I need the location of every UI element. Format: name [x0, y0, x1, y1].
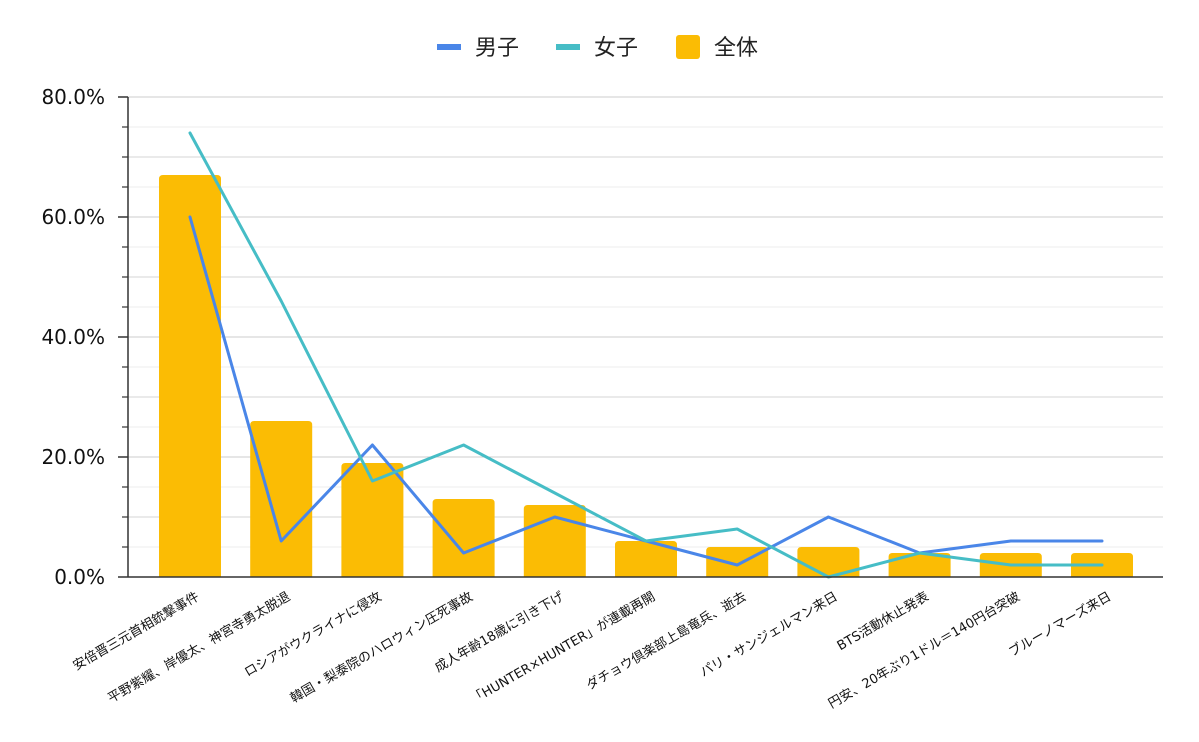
y-tick-label: 0.0%	[54, 565, 105, 589]
y-tick-label: 20.0%	[41, 445, 105, 469]
x-tick-label: BTS活動休止発表	[835, 589, 932, 654]
x-tick-label: 円安、20年ぶり1ドル＝140円台突破	[825, 589, 1022, 712]
bar-8	[888, 553, 951, 577]
x-tick-label: 「HUNTER×HUNTER」が連載再開	[468, 589, 658, 707]
bar-6	[706, 547, 769, 577]
legend: 男子 女子 全体	[437, 35, 758, 61]
x-tick-label: ダチョウ倶楽部上島竜兵、逝去	[584, 589, 750, 694]
x-tick-label: 平野紫耀、岸優太、神宮寺勇太脱退	[105, 589, 293, 707]
y-tick-label: 40.0%	[41, 325, 105, 349]
legend-label-1: 女子	[594, 36, 638, 61]
legend-swatch-2	[676, 35, 700, 59]
gridlines	[128, 96, 1163, 548]
y-tick-label: 80.0%	[41, 85, 105, 109]
bar-1	[250, 421, 313, 577]
bar-5	[615, 541, 677, 577]
bar-3	[432, 499, 495, 577]
y-tick-label: 60.0%	[41, 205, 105, 229]
legend-swatch-0	[437, 44, 461, 50]
line-series	[188, 131, 1104, 579]
x-tick-label: 韓国・梨泰院のハロウィン圧死事故	[288, 589, 476, 706]
bar-0	[159, 175, 221, 577]
x-tick-label: ブルーノマーズ来日	[1006, 589, 1114, 661]
legend-label-2: 全体	[714, 36, 758, 61]
legend-swatch-1	[556, 44, 580, 50]
legend-label-0: 男子	[475, 36, 519, 61]
series-line-1	[188, 131, 1104, 579]
bar-2	[341, 463, 404, 577]
